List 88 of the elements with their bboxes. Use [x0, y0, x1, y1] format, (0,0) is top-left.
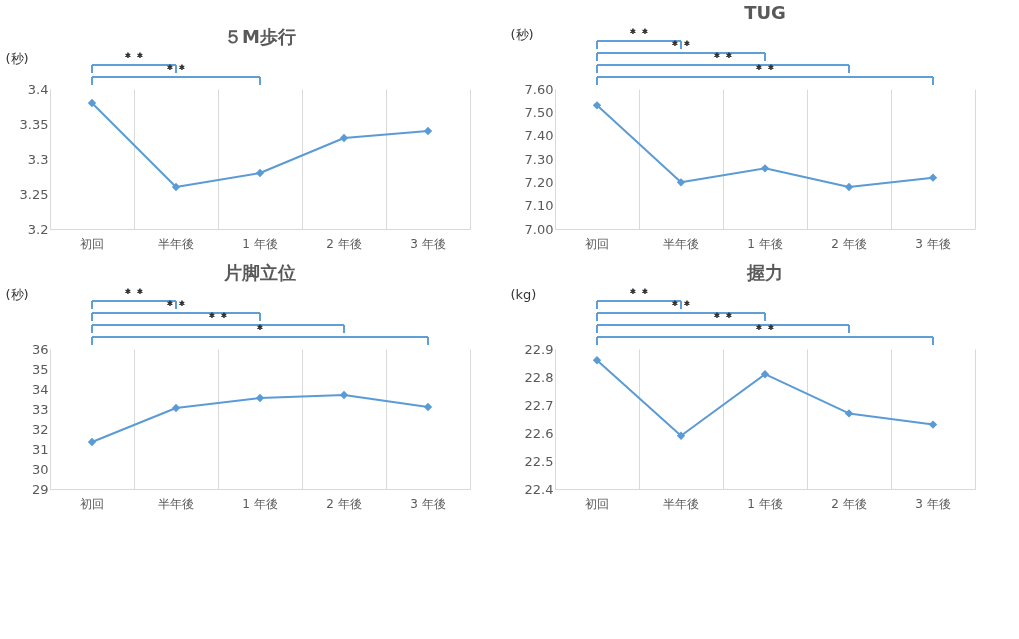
text: ＊＊ — [753, 322, 777, 336]
x-tick-label: 初回 — [585, 237, 609, 251]
y-tick-label: 7.60 — [524, 81, 554, 97]
y-tick-label: 30 — [31, 461, 49, 477]
y-axis-title: (kg) — [510, 286, 537, 302]
x-tick-label: 半年後 — [158, 237, 194, 251]
text: ＊＊ — [711, 50, 735, 64]
point — [844, 409, 854, 418]
x-tick-label: 半年後 — [663, 237, 699, 251]
y-tick-label: 7.10 — [524, 198, 554, 214]
point — [339, 133, 349, 143]
y-tick-label: 31 — [31, 441, 49, 457]
x-tick-label: 初回 — [585, 497, 609, 511]
y-axis-title: (秒) — [510, 26, 534, 42]
y-tick-label: 3.2 — [27, 221, 49, 237]
y-tick-label: 22.8 — [524, 369, 554, 385]
y-tick-label: 22.7 — [524, 397, 554, 413]
text: ＊＊ — [627, 26, 651, 40]
y-tick-label: 3.25 — [19, 186, 49, 202]
y-tick-label: 3.35 — [19, 116, 49, 132]
point — [928, 420, 938, 429]
y-tick-label: 7.50 — [524, 104, 554, 120]
text: ＊＊ — [206, 310, 230, 324]
point — [339, 390, 349, 400]
x-tick-label: 半年後 — [663, 497, 699, 511]
point — [676, 431, 686, 440]
x-tick-label: 2 年後 — [831, 497, 867, 511]
chart-title: 片脚立位 — [223, 262, 296, 283]
x-tick-label: 1 年後 — [747, 497, 783, 511]
y-tick-label: 7.20 — [524, 174, 554, 190]
x-tick-label: 1 年後 — [242, 237, 278, 251]
text: ＊＊ — [164, 298, 188, 312]
point — [423, 402, 433, 412]
point — [844, 182, 854, 192]
point — [87, 437, 97, 447]
y-tick-label: 29 — [31, 481, 49, 497]
x-tick-label: 半年後 — [158, 497, 194, 511]
point — [760, 370, 770, 379]
x-tick-label: 3 年後 — [410, 497, 446, 511]
y-tick-label: 7.40 — [524, 128, 554, 144]
point — [423, 126, 433, 136]
y-tick-label: 22.4 — [524, 481, 554, 497]
text: ＊＊ — [164, 62, 188, 76]
y-tick-label: 36 — [31, 341, 49, 357]
y-axis-title: (秒) — [5, 286, 29, 302]
y-axis-title: (秒) — [5, 50, 29, 66]
x-tick-label: 2 年後 — [326, 497, 362, 511]
y-tick-label: 3.3 — [27, 151, 49, 167]
x-tick-label: 1 年後 — [242, 497, 278, 511]
x-tick-label: 3 年後 — [410, 237, 446, 251]
x-tick-label: 初回 — [80, 237, 104, 251]
chart-title: 握力 — [746, 262, 783, 283]
point — [171, 403, 181, 413]
text: ＊＊ — [122, 286, 146, 300]
point — [87, 98, 97, 108]
y-tick-label: 35 — [31, 361, 49, 377]
y-tick-label: 34 — [31, 381, 49, 397]
x-tick-label: 1 年後 — [747, 237, 783, 251]
text: ＊＊ — [711, 310, 735, 324]
x-tick-label: 初回 — [80, 497, 104, 511]
text: ＊＊ — [627, 286, 651, 300]
x-tick-label: 2 年後 — [831, 237, 867, 251]
point — [255, 168, 265, 178]
text: ＊＊ — [669, 298, 693, 312]
chart-title: ５M歩行 — [224, 26, 296, 47]
x-tick-label: 3 年後 — [915, 497, 951, 511]
y-tick-label: 22.5 — [524, 453, 554, 469]
point — [592, 101, 602, 110]
y-tick-label: 32 — [31, 421, 49, 437]
text: ＊＊ — [669, 38, 693, 52]
point — [676, 178, 686, 187]
point — [171, 182, 181, 192]
x-tick-label: 3 年後 — [915, 237, 951, 251]
y-tick-label: 22.9 — [524, 341, 554, 357]
point — [760, 164, 770, 173]
y-tick-label: 22.6 — [524, 425, 554, 441]
y-tick-label: 7.30 — [524, 151, 554, 167]
text: ＊＊ — [122, 50, 146, 64]
y-tick-label: 3.4 — [27, 81, 49, 97]
point — [255, 393, 265, 403]
y-tick-label: 7.00 — [524, 221, 554, 237]
y-tick-label: 33 — [31, 401, 49, 417]
chart-title: TUG — [744, 2, 786, 23]
point — [592, 356, 602, 365]
point — [928, 173, 938, 182]
x-tick-label: 2 年後 — [326, 237, 362, 251]
text: ＊ — [254, 322, 266, 336]
text: ＊＊ — [753, 62, 777, 76]
